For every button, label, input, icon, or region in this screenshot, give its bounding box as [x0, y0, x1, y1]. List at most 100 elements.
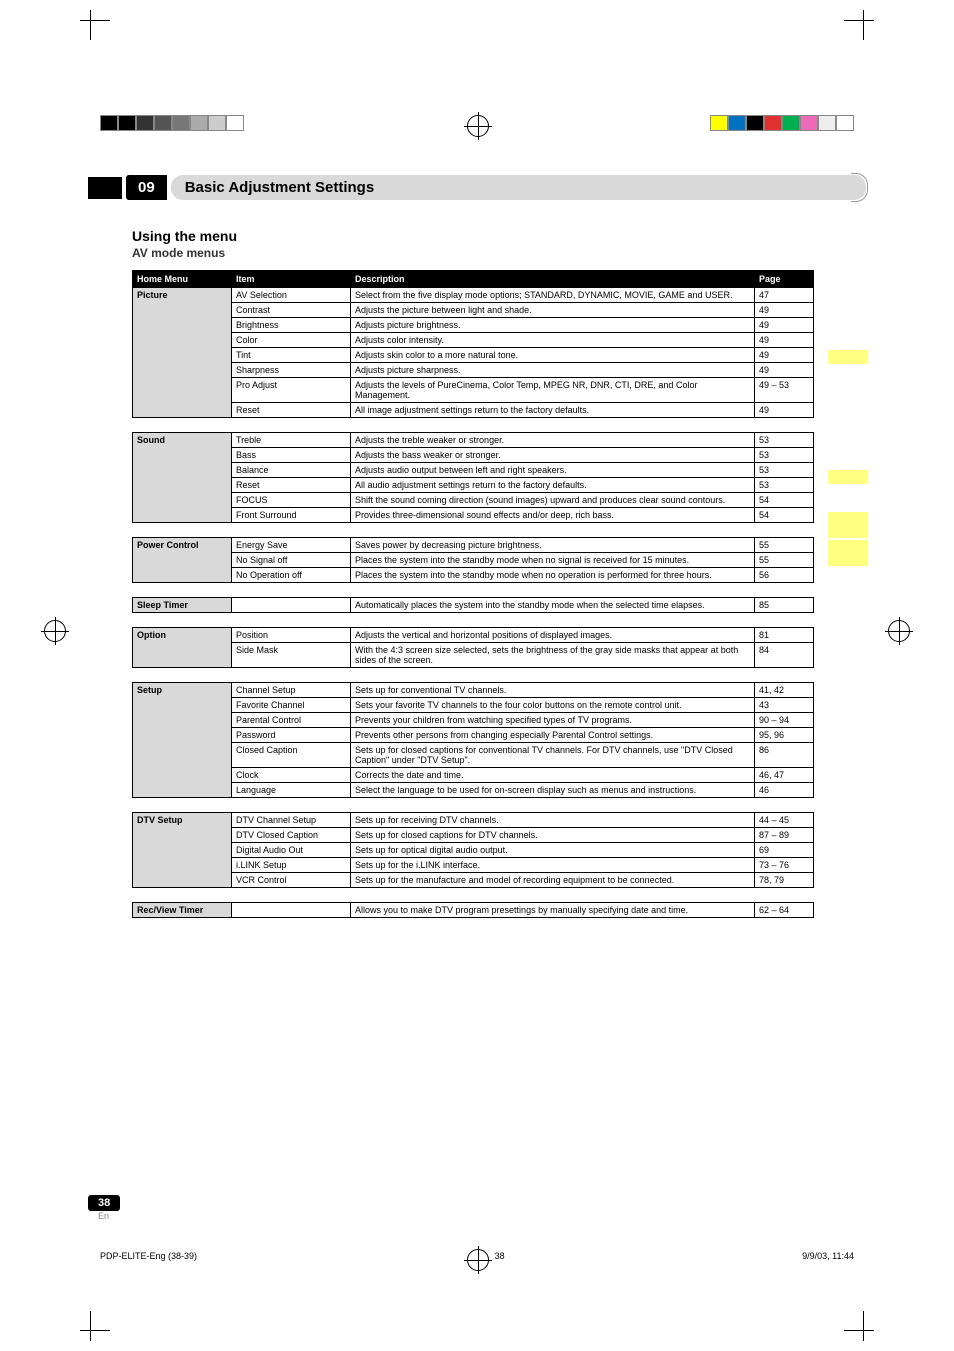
- table-row: TintAdjusts skin color to a more natural…: [133, 348, 814, 363]
- home-menu-cell: Setup: [133, 683, 232, 798]
- imprint-left: PDP-ELITE-Eng (38-39): [100, 1251, 197, 1261]
- page-cell: 49: [755, 348, 814, 363]
- item-cell: Clock: [232, 768, 351, 783]
- page-cell: 53: [755, 478, 814, 493]
- col-header: Description: [351, 271, 755, 288]
- menu-table: Home MenuItemDescriptionPagePictureAV Se…: [132, 270, 814, 418]
- table-row: Front SurroundProvides three-dimensional…: [133, 508, 814, 523]
- page-footer: 38 En: [88, 1195, 120, 1221]
- page-number: 38: [88, 1195, 120, 1211]
- item-cell: Bass: [232, 448, 351, 463]
- desc-cell: Provides three-dimensional sound effects…: [351, 508, 755, 523]
- page-cell: 49: [755, 363, 814, 378]
- page-cell: 84: [755, 643, 814, 668]
- desc-cell: Prevents your children from watching spe…: [351, 713, 755, 728]
- subhead-using-menu: Using the menu: [132, 228, 866, 244]
- page-cell: 90 – 94: [755, 713, 814, 728]
- item-cell: Position: [232, 628, 351, 643]
- item-cell: Contrast: [232, 303, 351, 318]
- item-cell: Sharpness: [232, 363, 351, 378]
- page-cell: 86: [755, 743, 814, 768]
- item-cell: Side Mask: [232, 643, 351, 668]
- item-cell: Reset: [232, 478, 351, 493]
- desc-cell: All audio adjustment settings return to …: [351, 478, 755, 493]
- table-row: VCR ControlSets up for the manufacture a…: [133, 873, 814, 888]
- crop-mark: [844, 1311, 874, 1341]
- table-row: DTV SetupDTV Channel SetupSets up for re…: [133, 813, 814, 828]
- desc-cell: All image adjustment settings return to …: [351, 403, 755, 418]
- item-cell: Parental Control: [232, 713, 351, 728]
- item-cell: [232, 598, 351, 613]
- imprint-mid: 38: [495, 1251, 505, 1261]
- table-row: No Signal offPlaces the system into the …: [133, 553, 814, 568]
- item-cell: [232, 903, 351, 918]
- desc-cell: Select from the five display mode option…: [351, 288, 755, 303]
- desc-cell: Adjusts the levels of PureCinema, Color …: [351, 378, 755, 403]
- page-cell: 69: [755, 843, 814, 858]
- colorbar-right: [710, 115, 854, 131]
- imprint-right: 9/9/03, 11:44: [802, 1251, 854, 1261]
- desc-cell: Adjusts picture brightness.: [351, 318, 755, 333]
- item-cell: No Operation off: [232, 568, 351, 583]
- page-cell: 55: [755, 538, 814, 553]
- colorbar-left: [100, 115, 244, 131]
- desc-cell: Allows you to make DTV program presettin…: [351, 903, 755, 918]
- item-cell: Language: [232, 783, 351, 798]
- page: 09 Basic Adjustment Settings Using the m…: [0, 0, 954, 1351]
- page-cell: 81: [755, 628, 814, 643]
- desc-cell: Sets up for receiving DTV channels.: [351, 813, 755, 828]
- table-row: SetupChannel SetupSets up for convention…: [133, 683, 814, 698]
- page-cell: 46: [755, 783, 814, 798]
- item-cell: Favorite Channel: [232, 698, 351, 713]
- table-row: Pro AdjustAdjusts the levels of PureCine…: [133, 378, 814, 403]
- item-cell: Channel Setup: [232, 683, 351, 698]
- table-row: ColorAdjusts color intensity.49: [133, 333, 814, 348]
- desc-cell: Sets up for conventional TV channels.: [351, 683, 755, 698]
- desc-cell: Sets up for optical digital audio output…: [351, 843, 755, 858]
- page-cell: 53: [755, 463, 814, 478]
- page-cell: 41, 42: [755, 683, 814, 698]
- crop-mark: [80, 1311, 110, 1341]
- table-row: PasswordPrevents other persons from chan…: [133, 728, 814, 743]
- menu-table: Rec/View TimerAllows you to make DTV pro…: [132, 902, 814, 918]
- page-cell: 95, 96: [755, 728, 814, 743]
- table-row: BassAdjusts the bass weaker or stronger.…: [133, 448, 814, 463]
- table-row: ResetAll audio adjustment settings retur…: [133, 478, 814, 493]
- item-cell: Energy Save: [232, 538, 351, 553]
- desc-cell: Adjusts the bass weaker or stronger.: [351, 448, 755, 463]
- item-cell: Brightness: [232, 318, 351, 333]
- page-cell: 46, 47: [755, 768, 814, 783]
- item-cell: Treble: [232, 433, 351, 448]
- item-cell: Tint: [232, 348, 351, 363]
- table-row: Rec/View TimerAllows you to make DTV pro…: [133, 903, 814, 918]
- desc-cell: Saves power by decreasing picture bright…: [351, 538, 755, 553]
- page-cell: 47: [755, 288, 814, 303]
- desc-cell: Places the system into the standby mode …: [351, 568, 755, 583]
- menu-table: SoundTrebleAdjusts the treble weaker or …: [132, 432, 814, 523]
- desc-cell: With the 4:3 screen size selected, sets …: [351, 643, 755, 668]
- page-cell: 49 – 53: [755, 378, 814, 403]
- page-cell: 87 – 89: [755, 828, 814, 843]
- item-cell: Color: [232, 333, 351, 348]
- table-row: i.LINK SetupSets up for the i.LINK inter…: [133, 858, 814, 873]
- table-row: Side MaskWith the 4:3 screen size select…: [133, 643, 814, 668]
- desc-cell: Corrects the date and time.: [351, 768, 755, 783]
- home-menu-cell: Sleep Timer: [133, 598, 232, 613]
- home-menu-cell: DTV Setup: [133, 813, 232, 888]
- crop-mark: [80, 10, 110, 40]
- table-row: PictureAV SelectionSelect from the five …: [133, 288, 814, 303]
- desc-cell: Automatically places the system into the…: [351, 598, 755, 613]
- menu-table: SetupChannel SetupSets up for convention…: [132, 682, 814, 798]
- desc-cell: Adjusts picture sharpness.: [351, 363, 755, 378]
- page-cell: 78, 79: [755, 873, 814, 888]
- home-menu-cell: Sound: [133, 433, 232, 523]
- page-cell: 44 – 45: [755, 813, 814, 828]
- page-cell: 85: [755, 598, 814, 613]
- registration-mark: [44, 620, 66, 642]
- item-cell: i.LINK Setup: [232, 858, 351, 873]
- item-cell: Balance: [232, 463, 351, 478]
- table-row: Favorite ChannelSets your favorite TV ch…: [133, 698, 814, 713]
- item-cell: Front Surround: [232, 508, 351, 523]
- page-cell: 49: [755, 318, 814, 333]
- item-cell: AV Selection: [232, 288, 351, 303]
